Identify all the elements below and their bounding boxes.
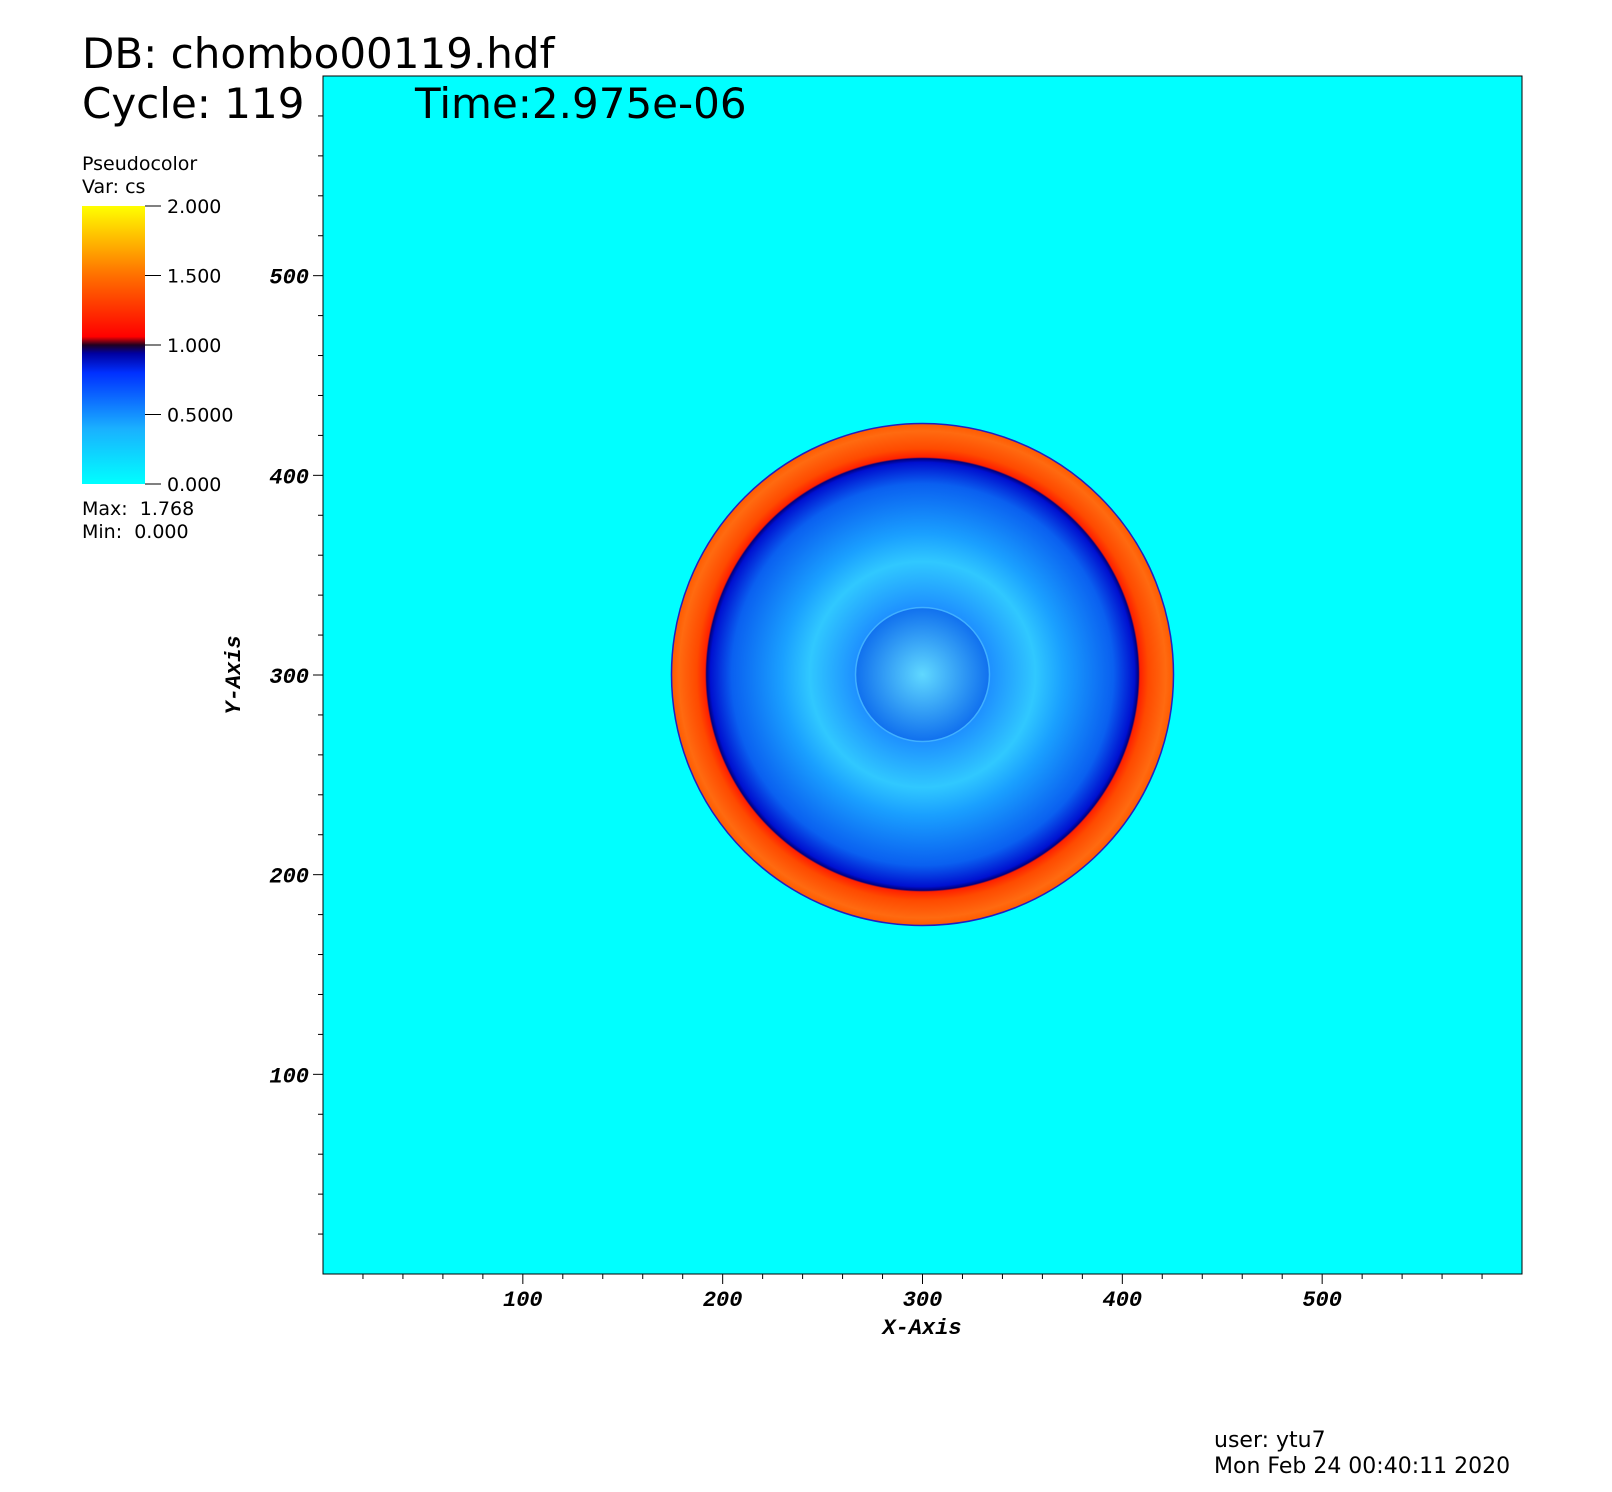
colorbar-tick-label: 0.5000 xyxy=(167,405,233,427)
colorbar-tick-label: 0.000 xyxy=(167,474,221,496)
y-axis-label: Y-Axis xyxy=(222,635,247,714)
y-tick-label: 200 xyxy=(269,865,309,890)
cycle: Cycle: 119 xyxy=(82,79,304,128)
y-tick-label: 500 xyxy=(269,266,309,291)
legend-title: Pseudocolor xyxy=(82,153,197,175)
x-tick-label: 400 xyxy=(1103,1288,1143,1313)
legend-max: Max: 1.768 xyxy=(82,498,194,520)
footer-user: user: ytu7 xyxy=(1214,1428,1326,1453)
y-tick-label: 400 xyxy=(269,465,309,490)
colorbar-tick-label: 2.000 xyxy=(167,196,221,218)
y-tick-label: 100 xyxy=(269,1064,309,1089)
y-tick-label: 300 xyxy=(269,665,309,690)
footer-date: Mon Feb 24 00:40:11 2020 xyxy=(1214,1454,1510,1479)
time: Time:2.975e-06 xyxy=(414,79,747,128)
x-tick-label: 500 xyxy=(1302,1288,1342,1313)
x-tick-label: 300 xyxy=(903,1288,943,1313)
title: DB: chombo00119.hdf xyxy=(82,29,556,78)
x-tick-label: 200 xyxy=(703,1288,743,1313)
legend-min: Min: 0.000 xyxy=(82,521,189,543)
x-tick-label: 100 xyxy=(503,1288,543,1313)
x-axis-label: X-Axis xyxy=(880,1316,961,1341)
core xyxy=(854,606,991,743)
legend-var: Var: cs xyxy=(82,176,145,198)
colorbar-tick-label: 1.500 xyxy=(167,266,221,288)
colorbar-tick-label: 1.000 xyxy=(167,335,221,357)
colorbar xyxy=(82,206,145,484)
